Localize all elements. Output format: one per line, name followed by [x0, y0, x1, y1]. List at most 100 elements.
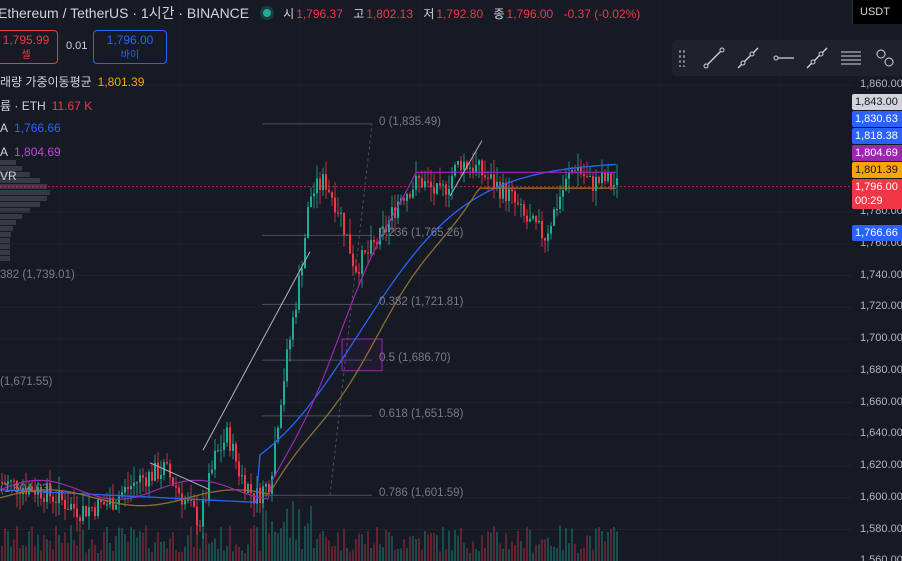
volume-bar [430, 532, 432, 561]
fib-trend-line [329, 123, 373, 496]
volume-bar [367, 531, 369, 561]
symbol-title[interactable]: Ethereum / TetherUS · 1시간 · BINANCE [0, 5, 250, 21]
pitchfork-icon[interactable] [868, 42, 902, 74]
volume-bar [241, 550, 243, 561]
candle-body [505, 182, 507, 201]
currency-selector[interactable]: USDT [852, 0, 902, 24]
candle-body [562, 190, 564, 197]
candle-body [157, 462, 159, 479]
candle-body [610, 173, 612, 187]
extended-line-icon[interactable] [800, 42, 834, 74]
volume-bar [451, 550, 453, 561]
candle-body [340, 212, 342, 214]
volume-bar [79, 533, 81, 561]
volume-bar [421, 549, 423, 561]
candle-body [370, 239, 372, 254]
candle-body [604, 172, 606, 182]
parallel-channel-icon[interactable] [834, 42, 868, 74]
sma-purple-line [0, 171, 616, 500]
volume-bar [190, 526, 192, 561]
volume-bar [598, 527, 600, 561]
legend-volume[interactable]: 륨 · ETH 11.67 K [0, 99, 93, 113]
volume-profile-bar [0, 196, 47, 201]
volume-profile-bar [0, 214, 22, 219]
price-tick: 1,700.00 [860, 332, 902, 344]
order-quantity[interactable]: 0.01 [66, 40, 88, 52]
volume-bar [472, 541, 474, 561]
volume-bar [157, 532, 159, 561]
price-axis[interactable]: 1,860.00 1,780.00 1,760.00 1,740.00 1,720.00… [852, 76, 902, 561]
legend-vpvr[interactable]: VR [0, 169, 17, 183]
volume-bar [553, 547, 555, 561]
volume-bar [229, 525, 231, 561]
volume-bar [262, 496, 264, 561]
candle-body [526, 215, 528, 222]
volume-bar [592, 549, 594, 561]
horizontal-ray-icon[interactable] [765, 42, 799, 74]
candle-body [301, 268, 303, 276]
volume-bar [463, 543, 465, 561]
candle-body [106, 504, 108, 506]
candle-body [217, 450, 219, 452]
drag-handle-icon[interactable] [678, 49, 686, 67]
trend-line-icon[interactable] [697, 42, 731, 74]
volume-bar [232, 551, 234, 561]
legend-ma-purple[interactable]: A 1,804.69 [0, 145, 61, 159]
volume-bar [496, 531, 498, 561]
volume-bar [304, 525, 306, 561]
candle-body [55, 501, 57, 504]
candle-body [220, 449, 222, 451]
sell-button[interactable]: 1,795.99 셀 [0, 30, 58, 64]
fib-level-label: (1,604.03) [0, 483, 53, 496]
candle-body [298, 275, 300, 310]
legend-vwma[interactable]: 래량 가중이동평균 1,801.39 [0, 75, 145, 89]
candle-body [496, 181, 498, 189]
volume-bar [181, 552, 183, 561]
legend-ma-blue[interactable]: A 1,766.66 [0, 121, 61, 135]
buy-label: 바이 [120, 50, 140, 61]
candle-body [457, 160, 459, 165]
volume-bar [259, 551, 261, 561]
fib-level-label: 0 (1,835.49) [379, 115, 442, 128]
volume-bar [34, 546, 36, 561]
volume-bar [199, 548, 201, 561]
volume-bar [418, 538, 420, 561]
volume-bar [7, 531, 9, 561]
volume-bar [574, 543, 576, 561]
candle-body [7, 481, 9, 485]
market-open-icon [263, 9, 272, 17]
candle-body [463, 161, 465, 171]
ray-icon[interactable] [731, 42, 765, 74]
volume-bar [121, 527, 123, 561]
price-tick: 1,560.00 [860, 554, 902, 561]
volume-bar [301, 548, 303, 561]
candle-body [91, 507, 93, 509]
candle-body [601, 172, 603, 184]
volume-bar [19, 547, 21, 561]
candle-body [349, 234, 351, 254]
price-tick: 1,620.00 [860, 459, 902, 471]
candle-body [103, 502, 105, 505]
volume-bar [166, 548, 168, 561]
candle-body [337, 212, 339, 214]
candle-body [271, 475, 273, 494]
buy-button[interactable]: 1,796.00 바이 [93, 30, 167, 64]
candle-body [577, 167, 579, 171]
volume-bar [31, 527, 33, 561]
grid-lines [0, 84, 852, 561]
volume-bar [409, 536, 411, 561]
chart-header: Ethereum / TetherUS · 1시간 · BINANCE 시 1,7… [0, 0, 647, 26]
volume-bar [271, 521, 273, 561]
volume-bar [316, 539, 318, 561]
candle-body [244, 475, 246, 493]
candle-body [328, 189, 330, 193]
candle-body [109, 497, 111, 505]
volume-bar [607, 531, 609, 561]
volume-bar [58, 535, 60, 561]
volume-bar [448, 530, 450, 561]
candle-body [136, 482, 138, 484]
candle-body [79, 517, 81, 522]
price-chart[interactable] [0, 0, 852, 561]
candle-body [583, 173, 585, 177]
volume-bar [142, 532, 144, 561]
